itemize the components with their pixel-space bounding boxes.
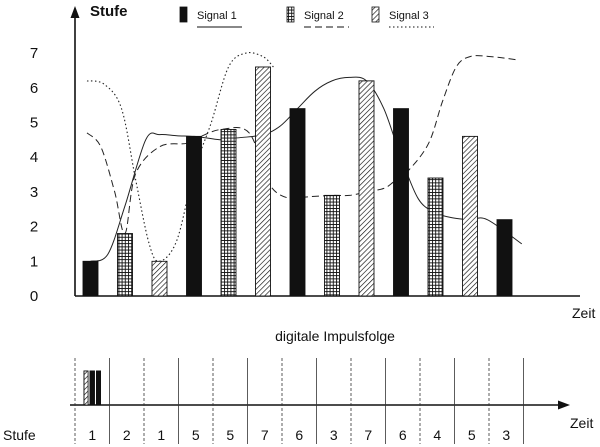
- pulse: [83, 370, 89, 406]
- sample-bar: [358, 80, 375, 297]
- sample-bar: [82, 260, 99, 297]
- legend-label: Signal 1: [197, 10, 237, 22]
- legend: Signal 1 Signal 2 Signal 3: [179, 6, 434, 28]
- sample-bar: [151, 260, 168, 297]
- pulse: [89, 370, 95, 406]
- y-axis-label: Stufe: [90, 3, 128, 20]
- sample-bar: [255, 66, 271, 297]
- level-value: 1: [157, 427, 165, 443]
- level-value: 7: [261, 427, 269, 443]
- pulse-x-axis-label: Zeit: [570, 415, 593, 431]
- pulse-train: [70, 358, 570, 444]
- level-value: 7: [364, 427, 372, 443]
- sample-bar: [462, 135, 478, 297]
- legend-label: Signal 2: [304, 10, 344, 22]
- y-tick-label: 7: [30, 45, 38, 62]
- x-axis-label: Zeit: [572, 305, 595, 321]
- level-value: 2: [123, 427, 131, 443]
- level-value: 5: [468, 427, 476, 443]
- sample-bar: [496, 219, 513, 297]
- y-axis-arrow-icon: [70, 6, 80, 18]
- y-tick-label: 1: [30, 253, 38, 270]
- sample-bar: [117, 233, 133, 297]
- curve-signal-1: [90, 76, 523, 262]
- level-value: 6: [295, 427, 303, 443]
- level-value: 5: [226, 427, 234, 443]
- curve-signal-3: [86, 52, 274, 262]
- pulse-chart: digitale Impulsfolge Zeit Stufe 1 2 1 5 5 7 6 3…: [3, 328, 593, 444]
- sample-bar: [393, 108, 409, 297]
- y-tick-label: 4: [30, 149, 38, 166]
- sample-bar: [186, 135, 202, 297]
- sample-bar: [427, 177, 444, 297]
- pulse-chart-title: digitale Impulsfolge: [275, 328, 395, 344]
- stufe-row-label: Stufe: [3, 427, 36, 443]
- level-value: 6: [399, 427, 407, 443]
- legend-swatch: [286, 6, 295, 23]
- sample-bar: [289, 108, 306, 297]
- legend-swatch: [371, 6, 380, 23]
- pulse-axis-arrow-icon: [558, 400, 570, 410]
- level-value: 4: [433, 427, 441, 443]
- y-tick-label: 2: [30, 219, 38, 236]
- level-value: 3: [330, 427, 338, 443]
- pulse: [96, 370, 101, 406]
- y-tick-label: 3: [30, 184, 38, 201]
- level-value: 5: [192, 427, 200, 443]
- y-tick-label: 6: [30, 80, 38, 97]
- legend-swatch: [179, 6, 188, 23]
- level-row: 1 2 1 5 5 7 6 3 7 6 4 5 3: [88, 427, 510, 443]
- y-tick-labels: 0 1 2 3 4 5 6 7: [30, 45, 38, 305]
- sample-bar: [324, 194, 340, 297]
- level-value: 1: [88, 427, 96, 443]
- sample-bar: [220, 128, 237, 297]
- y-tick-label: 5: [30, 115, 38, 132]
- sample-bars: [82, 66, 513, 297]
- level-value: 3: [502, 427, 510, 443]
- legend-label: Signal 3: [389, 10, 429, 22]
- y-tick-label: 0: [30, 288, 38, 305]
